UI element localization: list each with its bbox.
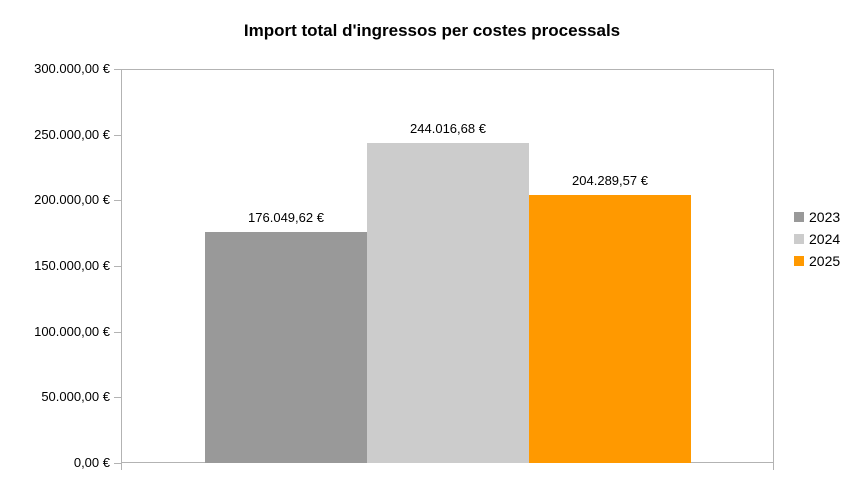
y-axis-tick-mark	[114, 69, 121, 70]
bar-value-label-2023: 176.049,62 €	[248, 209, 324, 225]
y-axis-tick-mark	[114, 135, 121, 136]
y-axis-tick-label: 300.000,00 €	[34, 61, 110, 76]
legend: 2023 2024 2025	[794, 206, 840, 272]
legend-row-2024: 2024	[794, 228, 840, 250]
legend-label: 2023	[809, 209, 841, 225]
y-axis-tick-label: 250.000,00 €	[34, 126, 110, 142]
bar-2025	[529, 194, 691, 463]
y-axis-tick-mark	[114, 332, 121, 333]
y-axis-tick-mark	[114, 266, 121, 267]
y-axis-tick-mark	[114, 463, 121, 464]
y-axis-tick-mark	[114, 397, 121, 398]
y-axis-tick-label: 100.000,00 €	[34, 323, 110, 339]
chart-title: Import total d'ingressos per costes proc…	[243, 21, 621, 40]
legend-swatch-icon	[794, 256, 804, 266]
legend-row-2025: 2025	[794, 250, 840, 272]
bar-value-label-2025: 204.289,57 €	[572, 172, 648, 188]
x-axis-tick-mark	[121, 462, 122, 470]
x-axis-tick-mark	[773, 462, 774, 470]
y-axis-tick-label: 0,00 €	[73, 455, 110, 470]
legend-row-2023: 2023	[794, 206, 840, 228]
legend-label: 2025	[809, 253, 841, 269]
y-axis-tick-mark	[114, 200, 121, 201]
bar-2024	[367, 142, 529, 463]
legend-label: 2024	[809, 231, 841, 247]
y-axis-tick-label: 50.000,00 €	[41, 389, 110, 405]
legend-swatch-icon	[794, 212, 804, 222]
bar-2023	[205, 231, 367, 463]
legend-swatch-icon	[794, 234, 804, 244]
bars-layer: 176.049,62 € 244.016,68 € 204.289,57 €	[121, 69, 774, 463]
y-axis-tick-label: 150.000,00 €	[34, 258, 110, 273]
y-axis-tick-label: 200.000,00 €	[34, 192, 110, 208]
bar-value-label-2024: 244.016,68 €	[410, 120, 486, 136]
